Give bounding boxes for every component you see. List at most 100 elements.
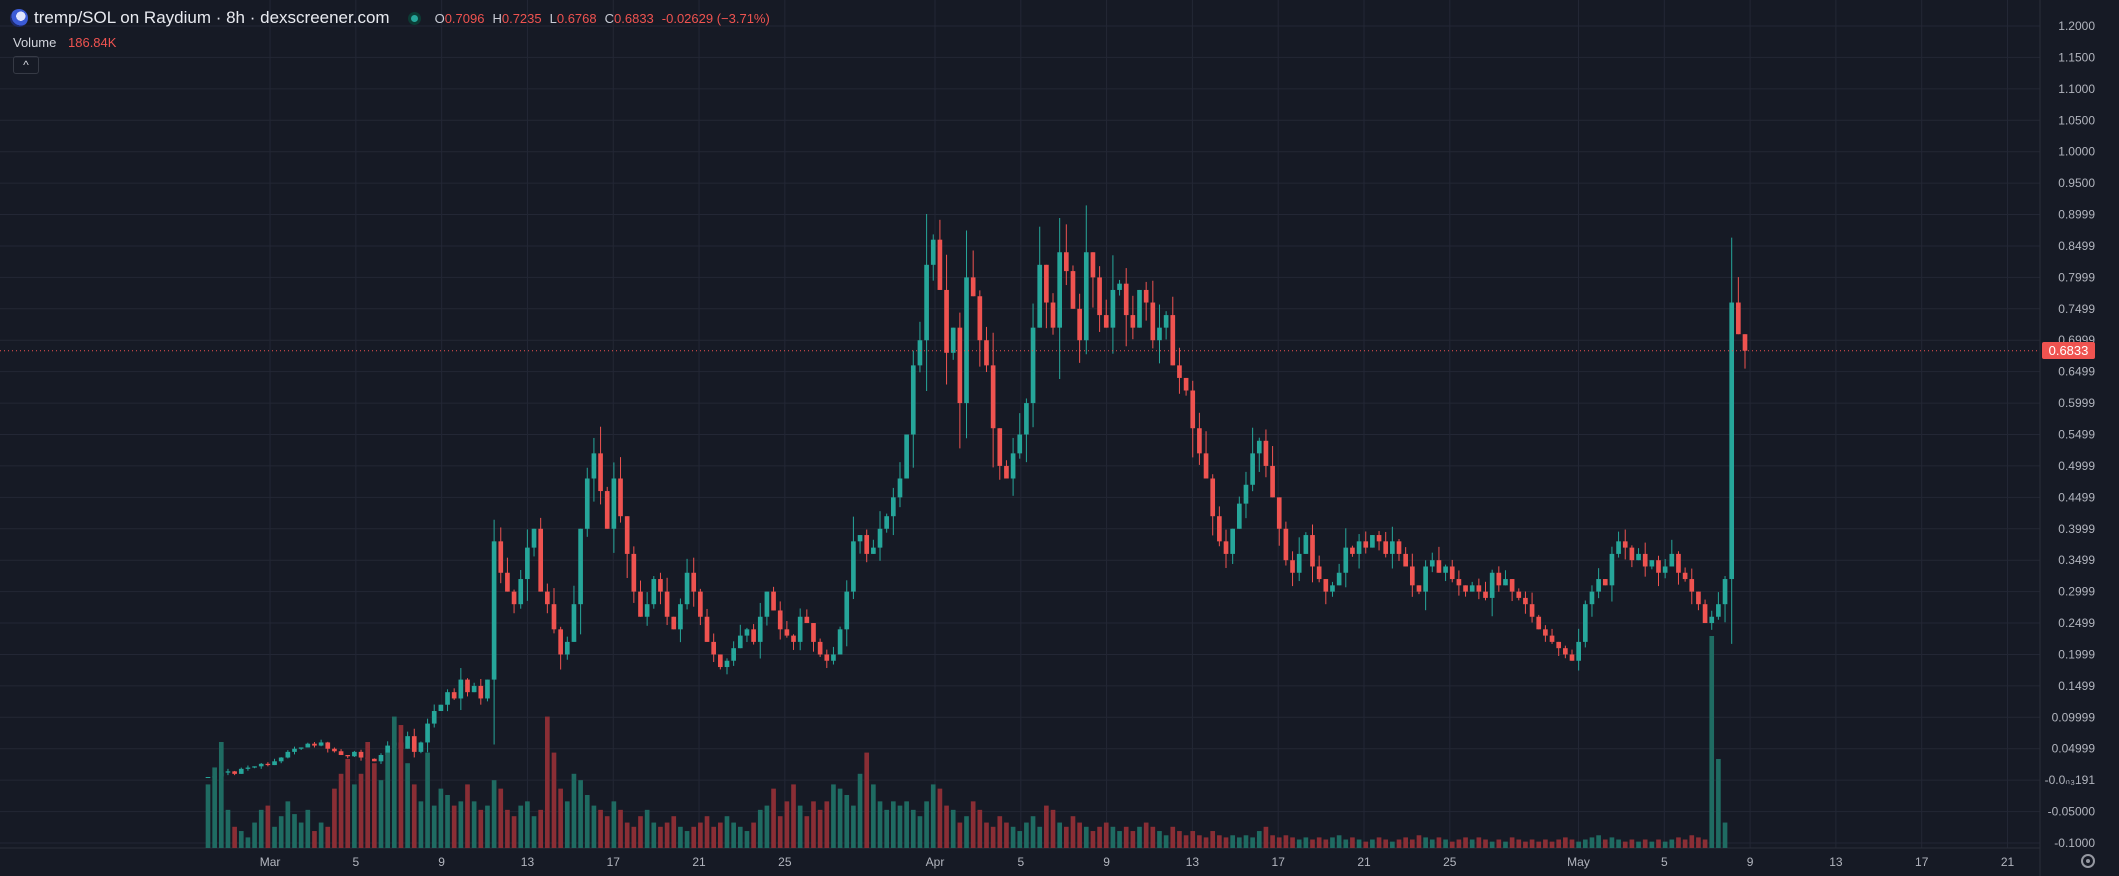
volume-bar	[1143, 822, 1149, 848]
candle-body	[518, 579, 524, 605]
volume-bar	[1217, 835, 1222, 848]
candle-body	[784, 629, 790, 636]
volume-bar	[1582, 839, 1588, 848]
low-label: L	[549, 10, 557, 26]
volume-bar	[372, 763, 377, 848]
candle-body	[1416, 585, 1422, 592]
volume-bar	[791, 784, 796, 848]
candle-body	[431, 711, 437, 724]
y-tick-label: 0.4999	[2058, 459, 2095, 473]
volume-bar	[398, 725, 404, 848]
candle-body	[1736, 302, 1741, 335]
candle-body	[1183, 377, 1189, 391]
candle-body	[298, 747, 304, 749]
volume-bar	[391, 716, 397, 848]
candle-body	[1523, 597, 1528, 605]
candle-body	[1090, 252, 1096, 278]
candle-body	[644, 604, 650, 617]
candle-body	[1656, 560, 1661, 573]
candle-body	[658, 579, 663, 592]
candle-body	[1489, 572, 1495, 598]
volume-bar	[325, 826, 331, 848]
volume-bar	[737, 826, 743, 848]
volume-bar	[1090, 831, 1096, 848]
volume-bar	[1290, 837, 1295, 848]
candle-body	[671, 616, 677, 630]
candle-body	[1696, 591, 1701, 605]
candle-body	[924, 264, 929, 341]
y-tick-label: 0.6499	[2058, 365, 2095, 379]
volume-bar	[817, 809, 823, 848]
volume-bar	[1037, 826, 1043, 848]
volume-bar	[1476, 837, 1482, 848]
candle-body	[312, 743, 317, 746]
volume-bar	[1303, 837, 1309, 848]
x-tick-label: 17	[1272, 855, 1286, 869]
candle-body	[1469, 585, 1475, 592]
y-tick-label: 0.1499	[2058, 679, 2095, 693]
y-tick-label: 0.8499	[2058, 239, 2095, 253]
volume-bar	[771, 788, 776, 848]
volume-bar	[518, 805, 524, 848]
open-label: O	[434, 10, 445, 26]
candle-body	[1137, 289, 1142, 328]
candle-body	[704, 616, 710, 642]
candle-body	[578, 528, 583, 605]
volume-bar	[990, 826, 996, 848]
gear-icon[interactable]	[2081, 854, 2095, 868]
volume-bar	[584, 795, 590, 848]
volume-bar	[525, 801, 530, 848]
volume-bar	[425, 752, 430, 848]
volume-bar	[1350, 837, 1355, 848]
volume-bar	[1330, 837, 1335, 848]
candle-body	[970, 277, 976, 297]
volume-bar	[718, 822, 723, 848]
volume-bar	[977, 809, 983, 848]
candle-body	[1642, 553, 1648, 567]
candle-body	[252, 766, 257, 768]
candle-body	[777, 610, 783, 630]
x-tick-label: Apr	[926, 855, 945, 869]
candle-body	[1456, 579, 1462, 586]
volume-bar	[458, 801, 464, 848]
volume-bar	[1403, 837, 1408, 848]
volume-bar	[345, 758, 351, 848]
candle-body	[1449, 566, 1455, 580]
volume-bar	[1596, 835, 1601, 848]
volume-bar	[411, 784, 417, 848]
candle-body	[458, 679, 464, 699]
volume-bar	[1689, 835, 1695, 848]
volume-bar	[1270, 835, 1275, 848]
y-tick-label: 0.3499	[2058, 553, 2095, 567]
volume-bar	[1516, 839, 1522, 848]
y-tick-label: 0.1999	[2058, 647, 2095, 661]
candle-body	[1569, 654, 1575, 661]
candle-body	[937, 239, 943, 290]
candle-body	[624, 516, 630, 554]
volume-bar	[1536, 841, 1542, 848]
chart-title[interactable]: tremp/SOL on Raydium · 8h · dexscreener.…	[34, 8, 390, 27]
collapse-legend-button[interactable]: ^	[13, 56, 39, 74]
candle-body	[837, 629, 843, 655]
volume-legend: Volume 186.84K	[13, 35, 116, 50]
volume-bar	[578, 780, 583, 848]
volume-bar	[1356, 839, 1362, 848]
volume-bar	[1336, 835, 1342, 848]
volume-value: 186.84K	[68, 35, 117, 50]
candle-body	[1376, 535, 1382, 542]
volume-bar	[418, 801, 424, 848]
volume-bar	[1137, 826, 1142, 848]
volume-bar	[997, 816, 1003, 848]
volume-bar	[877, 801, 883, 848]
volume-bar	[591, 805, 597, 848]
volume-bar	[318, 822, 324, 848]
volume-bar	[1456, 839, 1462, 848]
volume-bar	[1177, 831, 1182, 848]
volume-bar	[1017, 831, 1023, 848]
volume-bar	[1030, 816, 1036, 848]
volume-bar	[212, 767, 217, 848]
change-value: -0.02629 (−3.71%)	[661, 10, 770, 26]
candle-body	[1290, 560, 1295, 573]
